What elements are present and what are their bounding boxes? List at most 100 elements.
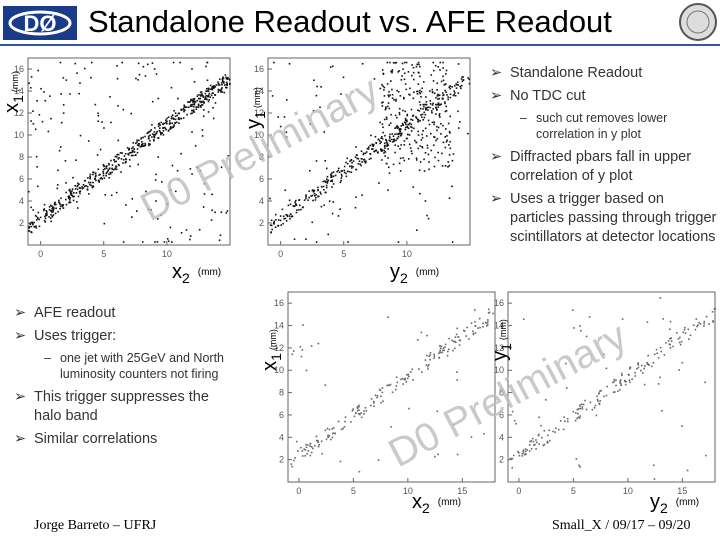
- scatter-dot: [282, 215, 285, 218]
- scatter-dot: [355, 412, 357, 415]
- scatter-dot: [217, 81, 219, 83]
- scatter-dot: [322, 180, 324, 183]
- scatter-dot: [41, 120, 44, 123]
- scatter-dot: [140, 143, 143, 146]
- scatter-dot: [425, 107, 428, 109]
- scatter-dot: [434, 455, 436, 458]
- scatter-dot: [207, 90, 210, 93]
- scatter-dot: [269, 224, 272, 226]
- scatter-dot: [192, 99, 195, 102]
- scatter-dot: [279, 125, 282, 128]
- title-rule: [0, 44, 720, 46]
- scatter-dot: [111, 167, 113, 170]
- scatter-dot: [416, 229, 418, 232]
- scatter-dot: [526, 449, 529, 451]
- scatter-dot: [324, 429, 327, 432]
- scatter-dot: [593, 406, 596, 409]
- scatter-dot: [343, 426, 346, 428]
- scatter-dot: [547, 434, 549, 437]
- scatter-dot: [453, 93, 455, 96]
- scatter-dot: [364, 161, 367, 164]
- scatter-dot: [155, 200, 157, 202]
- y-tick-label: 12: [494, 343, 504, 353]
- scatter-dot: [444, 146, 447, 149]
- scatter-dot: [28, 227, 30, 229]
- scatter-dot: [206, 87, 208, 90]
- scatter-dot: [396, 133, 398, 135]
- scatter-dot: [110, 121, 112, 124]
- scatter-dot: [272, 222, 275, 224]
- scatter-dot: [90, 184, 92, 187]
- scatter-dot: [327, 233, 330, 236]
- scatter-dot: [75, 159, 77, 161]
- scatter-dot: [444, 165, 447, 167]
- scatter-dot: [344, 416, 347, 418]
- scatter-dot: [307, 199, 309, 201]
- scatter-dot: [515, 422, 517, 425]
- scatter-dot: [124, 161, 127, 164]
- scatter-dot: [290, 463, 293, 465]
- scatter-dot: [40, 87, 42, 90]
- scatter-dot: [373, 78, 376, 80]
- scatter-dot: [142, 145, 144, 147]
- scatter-dot: [86, 188, 89, 190]
- scatter-dot: [688, 338, 690, 340]
- scatter-dot: [153, 131, 156, 133]
- scatter-dot: [381, 83, 383, 86]
- scatter-dot: [151, 62, 154, 64]
- scatter-dot: [391, 88, 393, 91]
- scatter-dot: [432, 108, 435, 110]
- scatter-dot: [425, 101, 428, 103]
- scatter-dot: [173, 118, 175, 120]
- scatter-dot: [439, 350, 441, 352]
- scatter-dot: [534, 443, 536, 446]
- scatter-dot: [219, 89, 221, 92]
- scatter-dot: [624, 383, 627, 386]
- scatter-dot: [330, 175, 333, 177]
- scatter-dot: [434, 156, 436, 159]
- scatter-dot: [340, 428, 343, 431]
- scatter-dot: [419, 145, 422, 147]
- scatter-dot: [304, 448, 307, 451]
- scatter-dot: [599, 400, 602, 402]
- scatter-dot: [427, 119, 430, 122]
- scatter-dot: [331, 172, 333, 174]
- scatter-dot: [346, 170, 349, 173]
- scatter-dot: [350, 171, 353, 174]
- scatter-dot: [168, 120, 171, 122]
- scatter-dot: [315, 435, 318, 438]
- scatter-dot: [598, 402, 601, 405]
- scatter-dot: [404, 110, 406, 113]
- scatter-dot: [105, 174, 107, 177]
- scatter-dot: [38, 218, 40, 221]
- scatter-dot: [121, 152, 123, 154]
- scatter-dot: [43, 209, 45, 211]
- scatter-dot: [396, 381, 399, 384]
- scatter-dot: [438, 352, 440, 355]
- scatter-dot: [171, 164, 174, 167]
- scatter-dot: [85, 185, 87, 187]
- scatter-dot: [285, 220, 288, 222]
- scatter-dot: [421, 113, 424, 116]
- scatter-dot: [159, 131, 162, 133]
- scatter-dot: [220, 88, 223, 90]
- scatter-dot: [439, 351, 441, 354]
- scatter-dot: [459, 85, 461, 88]
- scatter-dot: [277, 116, 280, 118]
- scatter-dot: [398, 162, 401, 165]
- scatter-dot: [383, 142, 386, 145]
- scatter-dot: [345, 172, 347, 175]
- scatter-dot: [122, 162, 124, 164]
- y-tick-label: 16: [14, 64, 24, 74]
- scatter-dot: [679, 336, 681, 339]
- scatter-dot: [677, 338, 680, 340]
- scatter-dot: [207, 87, 210, 90]
- scatter-dot: [174, 112, 177, 114]
- scatter-dot: [422, 103, 425, 106]
- scatter-dot: [285, 213, 287, 216]
- scatter-dot: [332, 427, 335, 429]
- scatter-dot: [227, 155, 230, 157]
- scatter-dot: [74, 188, 77, 190]
- scatter-dot: [38, 225, 41, 228]
- scatter-dot: [474, 332, 477, 334]
